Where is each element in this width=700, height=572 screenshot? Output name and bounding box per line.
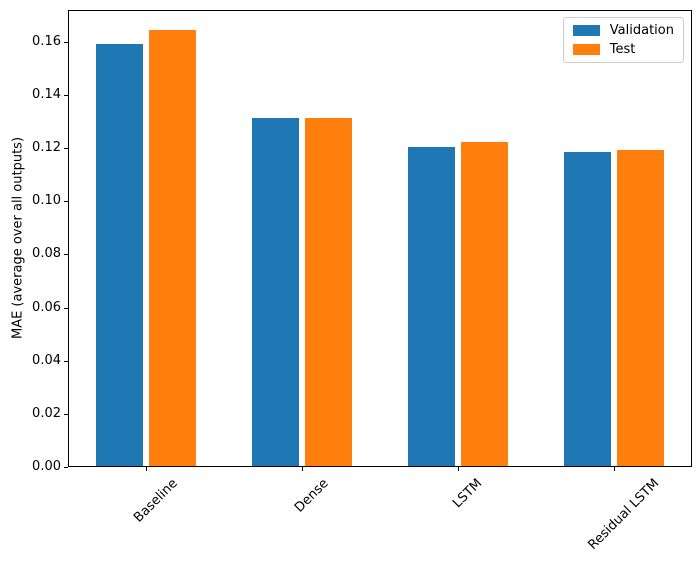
x-tick-label: Dense [292, 476, 332, 516]
y-tick-label: 0.08 [32, 246, 61, 262]
x-tick-label: Baseline [131, 476, 181, 526]
legend: Validation Test [562, 17, 684, 63]
y-tick-label: 0.12 [32, 140, 61, 156]
bars-layer [69, 11, 691, 466]
bar-validation-baseline [96, 43, 143, 466]
y-tick-mark [64, 201, 68, 203]
bar-validation-dense [252, 117, 299, 466]
bar-test-dense [305, 117, 352, 466]
legend-label: Test [609, 42, 636, 57]
y-tick-label: 0.16 [32, 33, 61, 49]
y-tick-label: 0.06 [32, 299, 61, 315]
y-tick-mark [64, 360, 68, 362]
x-tick-mark [302, 467, 303, 471]
x-tick-label: LSTM [450, 476, 486, 512]
y-tick-mark [64, 254, 68, 256]
y-tick-label: 0.14 [32, 87, 61, 103]
y-tick-label: 0.02 [32, 405, 61, 421]
y-tick-mark [64, 41, 68, 43]
legend-swatch [572, 25, 600, 36]
legend-swatch [572, 44, 600, 55]
y-tick-mark [64, 148, 68, 150]
y-tick-label: 0.00 [32, 459, 61, 474]
bar-validation-residual-lstm [564, 152, 611, 466]
x-tick-mark [146, 467, 147, 471]
y-axis-label: MAE (average over all outputs) [10, 136, 26, 340]
y-tick-mark [64, 467, 68, 468]
x-tick-label: Residual LSTM [585, 476, 663, 553]
plot-area [68, 10, 692, 467]
y-tick-label: 0.10 [32, 193, 61, 209]
y-tick-mark [64, 307, 68, 309]
bar-test-lstm [461, 141, 508, 466]
legend-label: Validation [609, 23, 674, 38]
legend-item-test: Test [572, 42, 674, 57]
x-tick-mark [458, 467, 459, 471]
x-tick-mark [614, 467, 615, 471]
legend-item-validation: Validation [572, 23, 674, 38]
bar-test-residual-lstm [617, 149, 664, 466]
bar-test-baseline [149, 30, 196, 466]
y-tick-mark [64, 95, 68, 97]
bar-validation-lstm [408, 147, 455, 466]
y-tick-label: 0.04 [32, 352, 61, 368]
y-tick-mark [64, 413, 68, 415]
